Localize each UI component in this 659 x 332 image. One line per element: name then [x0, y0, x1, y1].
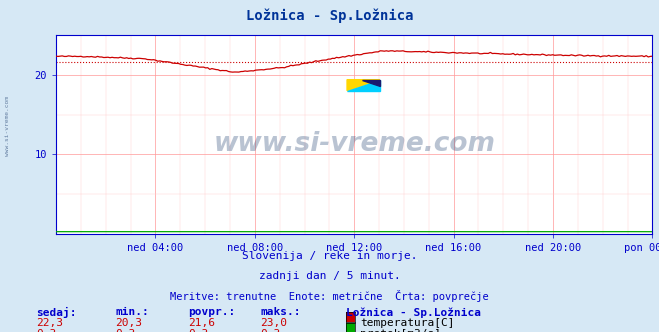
Text: 23,0: 23,0	[260, 318, 287, 328]
Text: maks.:: maks.:	[260, 307, 301, 317]
Text: 0,3: 0,3	[188, 329, 208, 332]
Polygon shape	[347, 80, 380, 91]
Text: Meritve: trenutne  Enote: metrične  Črta: povprečje: Meritve: trenutne Enote: metrične Črta: …	[170, 290, 489, 302]
Text: min.:: min.:	[115, 307, 149, 317]
Text: temperatura[C]: temperatura[C]	[360, 318, 455, 328]
Text: 22,3: 22,3	[36, 318, 63, 328]
Text: www.si-vreme.com: www.si-vreme.com	[5, 96, 11, 156]
Text: Ložnica - Sp.Ložnica: Ložnica - Sp.Ložnica	[346, 307, 481, 318]
Text: 0,3: 0,3	[260, 329, 281, 332]
Polygon shape	[347, 80, 380, 91]
Text: 21,6: 21,6	[188, 318, 215, 328]
Polygon shape	[362, 80, 380, 86]
Text: www.si-vreme.com: www.si-vreme.com	[214, 131, 495, 157]
Text: sedaj:: sedaj:	[36, 307, 76, 318]
Text: 20,3: 20,3	[115, 318, 142, 328]
Text: pretok[m3/s]: pretok[m3/s]	[360, 329, 442, 332]
Text: zadnji dan / 5 minut.: zadnji dan / 5 minut.	[258, 271, 401, 281]
Text: 0,3: 0,3	[115, 329, 136, 332]
Text: Ložnica - Sp.Ložnica: Ložnica - Sp.Ložnica	[246, 8, 413, 23]
Text: 0,3: 0,3	[36, 329, 57, 332]
Text: povpr.:: povpr.:	[188, 307, 235, 317]
Text: Slovenija / reke in morje.: Slovenija / reke in morje.	[242, 251, 417, 261]
